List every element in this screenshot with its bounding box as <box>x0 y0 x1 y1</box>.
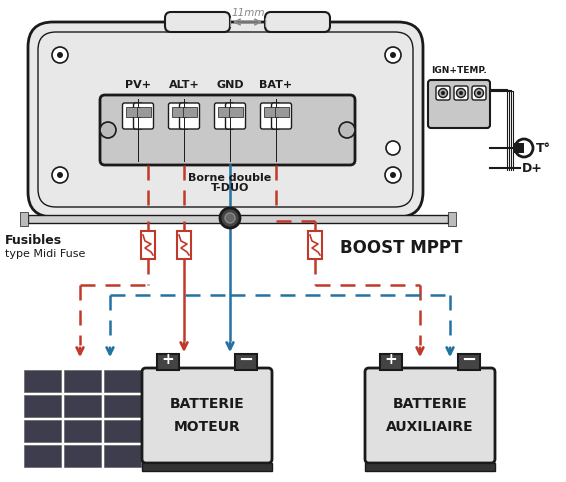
FancyBboxPatch shape <box>265 12 330 32</box>
FancyBboxPatch shape <box>165 12 230 32</box>
Text: T-DUO: T-DUO <box>211 183 249 193</box>
Bar <box>308 231 322 259</box>
FancyBboxPatch shape <box>365 368 495 463</box>
Text: BATTERIE: BATTERIE <box>393 397 468 411</box>
Text: MOTEUR: MOTEUR <box>174 420 241 434</box>
Bar <box>141 231 155 259</box>
Circle shape <box>474 89 483 97</box>
Circle shape <box>52 47 68 63</box>
Text: BAT+: BAT+ <box>259 80 293 90</box>
Circle shape <box>515 139 533 157</box>
Bar <box>514 143 524 153</box>
Circle shape <box>459 91 463 95</box>
Bar <box>275 107 289 117</box>
Text: T°: T° <box>536 142 551 155</box>
Bar <box>448 212 456 226</box>
Text: AUXILIAIRE: AUXILIAIRE <box>386 420 474 434</box>
FancyBboxPatch shape <box>28 22 423 217</box>
Circle shape <box>385 47 401 63</box>
Circle shape <box>386 141 400 155</box>
Bar <box>458 354 480 370</box>
FancyBboxPatch shape <box>122 103 143 129</box>
Text: type Midi Fuse: type Midi Fuse <box>5 249 85 259</box>
Circle shape <box>339 122 355 138</box>
FancyBboxPatch shape <box>215 103 234 129</box>
Bar <box>24 370 61 391</box>
Text: −: − <box>238 351 254 369</box>
Bar <box>157 354 179 370</box>
FancyBboxPatch shape <box>454 86 468 100</box>
Bar <box>104 370 140 391</box>
Text: BATTERIE: BATTERIE <box>170 397 245 411</box>
Bar <box>235 354 257 370</box>
Bar <box>63 419 101 442</box>
Text: ALT+: ALT+ <box>169 80 199 90</box>
Text: Fusibles: Fusibles <box>5 233 62 246</box>
Circle shape <box>220 208 240 228</box>
FancyBboxPatch shape <box>428 80 490 128</box>
Bar <box>20 212 28 226</box>
Bar <box>63 444 101 467</box>
Bar <box>24 419 61 442</box>
Bar <box>365 463 495 471</box>
Circle shape <box>477 91 481 95</box>
Circle shape <box>57 52 63 58</box>
Text: 11mm: 11mm <box>231 8 265 18</box>
Text: IGN+TEMP.: IGN+TEMP. <box>431 66 487 75</box>
Bar <box>217 107 231 117</box>
Circle shape <box>52 167 68 183</box>
Text: −: − <box>461 351 477 369</box>
Bar <box>63 370 101 391</box>
FancyBboxPatch shape <box>472 86 486 100</box>
Bar <box>126 107 139 117</box>
Bar <box>380 354 402 370</box>
Bar <box>177 231 191 259</box>
Bar <box>104 394 140 416</box>
FancyBboxPatch shape <box>436 86 450 100</box>
Circle shape <box>225 213 235 223</box>
FancyBboxPatch shape <box>225 103 246 129</box>
Bar <box>104 419 140 442</box>
Circle shape <box>441 91 445 95</box>
Text: Borne double: Borne double <box>188 173 272 183</box>
Circle shape <box>57 172 63 178</box>
Text: D+: D+ <box>522 161 543 174</box>
Text: +: + <box>385 352 397 367</box>
Text: BOOST MPPT: BOOST MPPT <box>340 239 462 257</box>
Circle shape <box>439 89 448 97</box>
Circle shape <box>100 122 116 138</box>
Bar <box>182 107 196 117</box>
Bar <box>264 107 277 117</box>
Circle shape <box>390 52 396 58</box>
Bar <box>171 107 186 117</box>
FancyBboxPatch shape <box>260 103 281 129</box>
Bar <box>24 394 61 416</box>
FancyBboxPatch shape <box>142 368 272 463</box>
Bar <box>142 463 272 471</box>
FancyBboxPatch shape <box>100 95 355 165</box>
Bar <box>229 107 242 117</box>
Bar <box>63 394 101 416</box>
FancyBboxPatch shape <box>179 103 199 129</box>
Bar <box>104 444 140 467</box>
Bar <box>24 444 61 467</box>
FancyBboxPatch shape <box>169 103 188 129</box>
FancyBboxPatch shape <box>272 103 291 129</box>
Bar <box>136 107 151 117</box>
FancyBboxPatch shape <box>134 103 153 129</box>
Circle shape <box>390 172 396 178</box>
Bar <box>28 215 448 223</box>
Text: PV+: PV+ <box>125 80 151 90</box>
Text: +: + <box>162 352 174 367</box>
Text: GND: GND <box>216 80 244 90</box>
Circle shape <box>385 167 401 183</box>
Circle shape <box>457 89 465 97</box>
